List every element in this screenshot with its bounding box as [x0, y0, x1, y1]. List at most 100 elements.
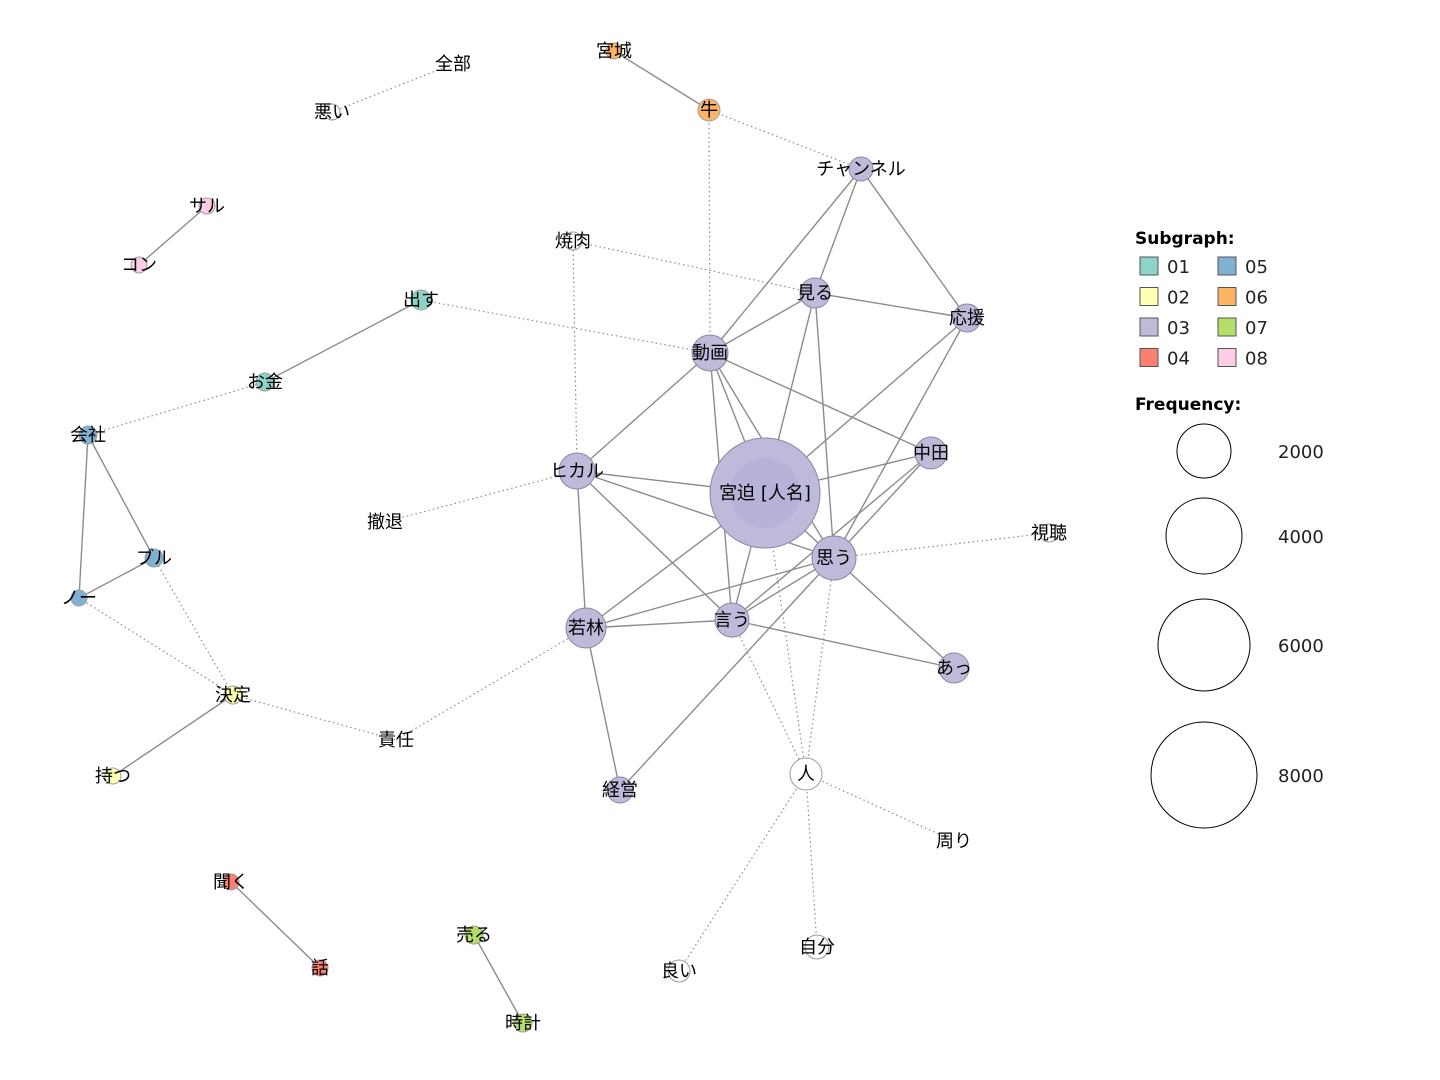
node-label-tettai: 撤退: [367, 512, 403, 533]
edge-wakabayashi-iu: [585, 619, 733, 629]
edge-saru-kon: [138, 205, 208, 266]
edge-miyagi-ushi: [613, 50, 710, 111]
node-circle-okane: [255, 372, 275, 392]
node-label-hanashi: 話: [311, 958, 329, 979]
legend-frequency-label-6000: 6000: [1278, 636, 1324, 657]
node-label-kaisha: 会社: [70, 425, 106, 446]
node-label-ushi: 牛: [700, 100, 718, 121]
node-circle-keiei: [606, 776, 634, 804]
edge-omou-shichou: [833, 532, 1050, 559]
node-kettei: 決定: [215, 685, 251, 706]
node-label-keiei: 経営: [602, 780, 638, 801]
edge-okane-kaisha: [87, 381, 266, 436]
legend-frequency-label-4000: 4000: [1278, 527, 1324, 548]
node-label-hikaru: ヒカル: [550, 461, 604, 482]
edge-kaisha-buru: [87, 434, 155, 559]
node-circle-kon: [130, 256, 148, 274]
node-a: あっ: [936, 652, 972, 684]
node-circle-channel: [848, 156, 874, 182]
edge-channel-miru: [814, 168, 862, 294]
legend-swatch-07: [1217, 317, 1237, 337]
legend-swatch-label-05: 05: [1245, 257, 1268, 278]
node-circle-kaisha: [78, 425, 98, 445]
node-label-omou: 思う: [816, 548, 852, 569]
edge-miru-omou: [814, 292, 835, 559]
node-label-miyasako: 宮迫 [人名]: [719, 483, 811, 504]
edge-hito-mawari: [805, 773, 955, 842]
legend-swatch-label-06: 06: [1245, 288, 1268, 309]
node-label-shichou: 視聴: [1031, 523, 1067, 544]
node-tokei: 時計: [505, 1013, 541, 1034]
edge-hikaru-iu: [576, 470, 733, 621]
node-circle-saru: [198, 197, 216, 215]
edge-hito-yoi: [678, 773, 807, 972]
node-circle-motsu: [104, 767, 122, 785]
legend-swatch-08: [1217, 348, 1237, 367]
node-circle-a: [938, 652, 970, 684]
legend-swatch-label-08: 08: [1245, 349, 1268, 370]
edge-iu-a: [731, 619, 955, 669]
node-douga: 動画: [691, 334, 729, 372]
node-ouen: 応援: [949, 303, 985, 333]
edge-ushi-douga: [708, 109, 711, 354]
edge-hikaru-omou: [576, 470, 835, 559]
node-motsu: 持つ: [95, 766, 131, 787]
edge-buru-kettei: [153, 557, 234, 696]
edge-iu-hito: [731, 619, 807, 775]
node-label-yakiniku: 焼肉: [555, 231, 591, 252]
edge-omou-hito: [805, 557, 835, 775]
edge-miru-ouen: [814, 292, 968, 319]
node-circle-hanashi: [311, 959, 329, 977]
legend-frequency-circle-4000: [1165, 497, 1243, 575]
node-label-hito: 人: [797, 764, 815, 785]
node-wakabayashi: 若林: [565, 607, 607, 649]
node-channel: チャンネル: [816, 156, 906, 182]
edge-dasu-okane: [264, 299, 422, 383]
node-circle-iu: [714, 602, 750, 638]
edge-dasu-douga: [420, 299, 711, 354]
node-label-buru: ブル: [136, 547, 172, 569]
legend-swatch-label-04: 04: [1167, 349, 1190, 370]
edge-ushi-channel: [708, 109, 862, 170]
node-saru: サル: [189, 196, 225, 217]
node-label-yoi: 良い: [661, 961, 697, 982]
node-circle-miyagi: [605, 42, 623, 60]
legend-swatch-01: [1139, 256, 1159, 276]
node-circle-uru: [464, 925, 484, 945]
legend-frequency-label-2000: 2000: [1278, 442, 1324, 463]
node-circle-tokei: [513, 1013, 533, 1033]
edge-kettei-motsu: [112, 694, 234, 777]
node-label-a: あっ: [936, 658, 972, 679]
node-label-jibun: 自分: [799, 937, 835, 958]
node-circle-omou: [811, 535, 857, 581]
node-tettai: 撤退: [367, 512, 403, 533]
node-circle-jibun: [804, 934, 830, 960]
node-label-no: ノー: [61, 588, 97, 609]
legend-swatch-label-03: 03: [1167, 318, 1190, 339]
edge-kaisha-no: [78, 434, 89, 599]
legend-swatch-02: [1139, 287, 1159, 306]
node-label-zenbu: 全部: [435, 54, 471, 75]
node-uru: 売る: [456, 925, 492, 946]
edge-hito-jibun: [805, 773, 818, 948]
node-label-wakabayashi: 若林: [568, 618, 604, 639]
edge-no-kettei: [78, 597, 234, 696]
edge-kiku-hanashi: [230, 881, 321, 969]
node-miru: 見る: [797, 277, 833, 309]
legend-subgraph-swatches: 01 02 03 04 05 06 07 08: [1139, 256, 1268, 370]
node-label-channel: チャンネル: [816, 159, 905, 180]
edge-uru-tokei: [473, 934, 524, 1024]
node-inner-circle-miyasako: [730, 458, 800, 528]
node-circle-yoi: [667, 959, 691, 983]
node-label-okane: お金: [247, 372, 283, 393]
node-circle-hikaru: [558, 452, 596, 490]
node-circle-buru: [144, 548, 164, 568]
node-buru: ブル: [136, 547, 172, 569]
node-label-uru: 売る: [456, 925, 492, 946]
node-circle-miru: [799, 277, 831, 309]
node-circle-dasu: [410, 289, 432, 311]
node-kaisha: 会社: [70, 425, 106, 446]
node-label-tokei: 時計: [505, 1013, 541, 1034]
edge-sekinin-wakabayashi: [395, 627, 587, 741]
legend-swatch-label-01: 01: [1167, 257, 1190, 278]
